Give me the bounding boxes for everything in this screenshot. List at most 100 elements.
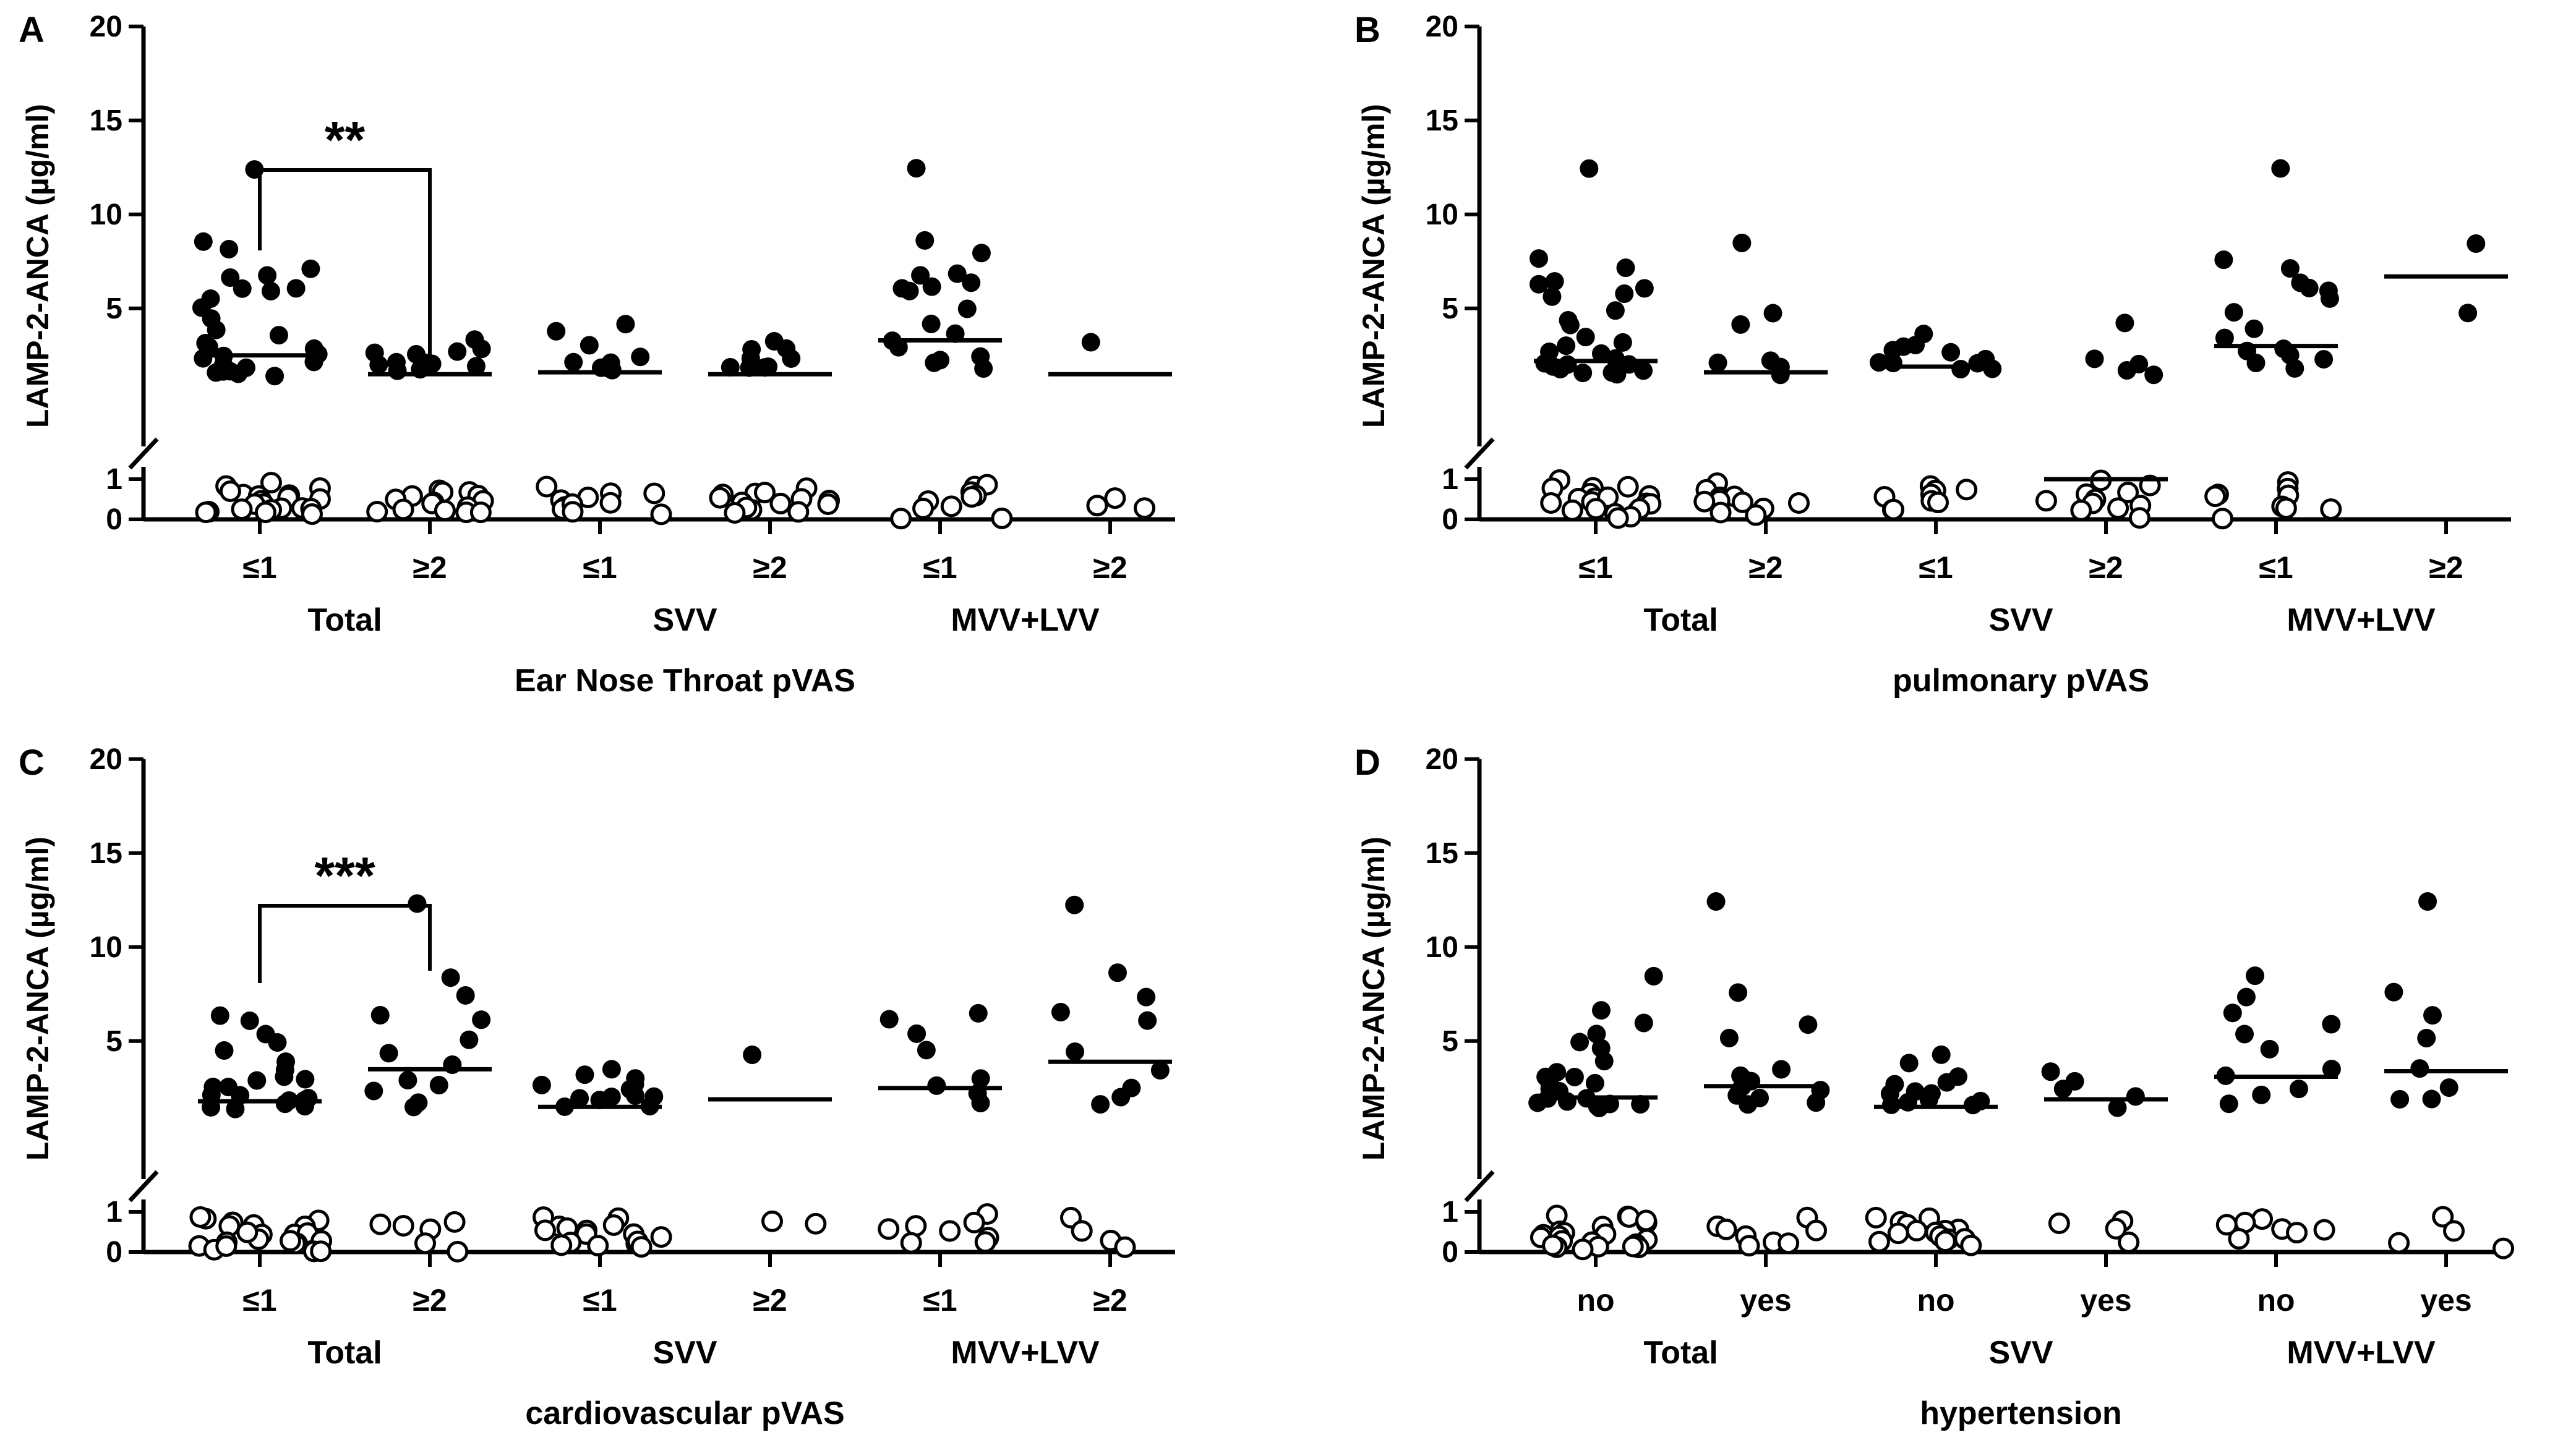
- data-point-positive: [370, 1006, 390, 1025]
- data-point-negative: [912, 497, 935, 519]
- data-point-positive: [1899, 1054, 1919, 1073]
- data-point-positive: [1529, 275, 1548, 294]
- panel-label: C: [19, 743, 45, 783]
- data-point-negative: [1693, 490, 1716, 513]
- significance-bracket: [258, 168, 432, 371]
- y-axis-label: LAMP-2-ANCA (µg/ml): [20, 104, 55, 428]
- data-point-negative: [1585, 498, 1607, 520]
- data-point-negative: [2215, 1214, 2238, 1236]
- series: [365, 330, 494, 524]
- panel-label: D: [1354, 743, 1380, 783]
- data-point-negative: [392, 1214, 414, 1237]
- data-point-positive: [2260, 1039, 2279, 1059]
- data-point-negative: [643, 482, 665, 505]
- data-point-negative: [650, 1226, 672, 1248]
- data-point-positive: [1932, 1045, 1951, 1064]
- data-point-positive: [1150, 1060, 1170, 1080]
- significance-label: ***: [314, 846, 375, 905]
- data-point-positive: [1937, 1073, 1956, 1092]
- data-point-positive: [233, 279, 252, 298]
- series: [532, 1060, 672, 1258]
- data-point-positive: [927, 1076, 946, 1095]
- data-point-positive: [1951, 359, 1971, 378]
- series: [1529, 159, 1662, 529]
- data-point-positive: [441, 968, 460, 987]
- data-point-positive: [2215, 328, 2234, 347]
- series: [2384, 234, 2508, 323]
- data-point-positive: [226, 1099, 245, 1118]
- y-tick-label: 1: [106, 1196, 122, 1229]
- significance-label: **: [325, 111, 366, 169]
- data-point-positive: [194, 349, 213, 368]
- group-label: Total: [1643, 602, 1718, 638]
- data-point-negative: [753, 482, 776, 504]
- category-label: yes: [2420, 1283, 2471, 1318]
- data-point-positive: [2300, 278, 2319, 297]
- y-tick-label: 20: [1426, 743, 1458, 776]
- data-point-positive: [962, 273, 981, 292]
- data-point-positive: [1772, 1060, 1791, 1079]
- data-point-positive: [2115, 313, 2134, 333]
- data-point-positive: [2390, 1089, 2410, 1109]
- data-point-positive: [221, 268, 240, 287]
- data-point-negative: [2251, 1208, 2274, 1230]
- data-point-positive: [2467, 234, 2486, 253]
- series: [1693, 233, 1828, 526]
- data-point-negative: [1745, 504, 1767, 526]
- axis-break-mark: [128, 1170, 159, 1203]
- data-point-positive: [369, 355, 388, 374]
- data-point-positive: [2224, 303, 2243, 322]
- x-axis-label: Ear Nose Throat pVAS: [515, 663, 855, 699]
- data-point-positive: [2322, 1015, 2341, 1034]
- data-point-negative: [1906, 1219, 1928, 1242]
- data-point-positive: [1729, 983, 1748, 1002]
- data-point-positive: [626, 1086, 645, 1106]
- data-point-positive: [2144, 365, 2163, 385]
- data-point-positive: [2108, 1098, 2127, 1117]
- data-point-positive: [2458, 304, 2478, 323]
- data-point-positive: [971, 1069, 990, 1088]
- y-tick-label: 5: [1442, 1025, 1458, 1058]
- data-point-negative: [1738, 1235, 1760, 1257]
- data-point-positive: [974, 359, 993, 378]
- series: [1869, 325, 2002, 521]
- data-point-positive: [364, 1081, 383, 1101]
- data-point-positive: [1557, 336, 1576, 356]
- data-point-positive: [532, 1075, 551, 1094]
- category-label: ≤1: [1919, 550, 1953, 585]
- data-point-positive: [1634, 1013, 1653, 1033]
- data-point-positive: [388, 361, 407, 380]
- data-point-negative: [787, 501, 810, 523]
- data-point-positive: [275, 1067, 294, 1086]
- data-point-positive: [1585, 1073, 1604, 1093]
- data-point-positive: [2322, 1059, 2341, 1078]
- data-point-negative: [310, 1240, 332, 1263]
- data-point-negative: [2286, 1222, 2308, 1244]
- data-point-positive: [1607, 365, 1627, 384]
- data-point-negative: [414, 1232, 437, 1255]
- data-point-negative: [817, 493, 839, 516]
- y-tick-label: 10: [1426, 198, 1458, 231]
- data-point-negative: [2320, 498, 2342, 521]
- data-point-negative: [1542, 1234, 1564, 1256]
- data-point-negative: [1927, 492, 1949, 514]
- data-point-negative: [236, 1221, 259, 1243]
- data-point-positive: [570, 1089, 589, 1108]
- data-point-negative: [1607, 507, 1629, 529]
- category-label: ≥2: [753, 1283, 787, 1318]
- data-point-negative: [602, 1214, 625, 1236]
- data-point-positive: [1983, 359, 2002, 378]
- data-point-positive: [220, 362, 239, 381]
- y-tick-label: 5: [106, 292, 122, 325]
- data-point-positive: [1066, 1042, 1085, 1061]
- data-point-negative: [963, 1211, 985, 1233]
- data-point-positive: [969, 1003, 988, 1023]
- data-point-positive: [2085, 349, 2104, 369]
- significance-bracket: [258, 904, 432, 983]
- series: [878, 159, 1013, 530]
- data-point-negative: [534, 1219, 556, 1242]
- data-point-positive: [1111, 1088, 1131, 1107]
- data-point-positive: [1587, 1025, 1606, 1044]
- data-point-negative: [878, 1218, 900, 1240]
- data-point-negative: [369, 1213, 392, 1235]
